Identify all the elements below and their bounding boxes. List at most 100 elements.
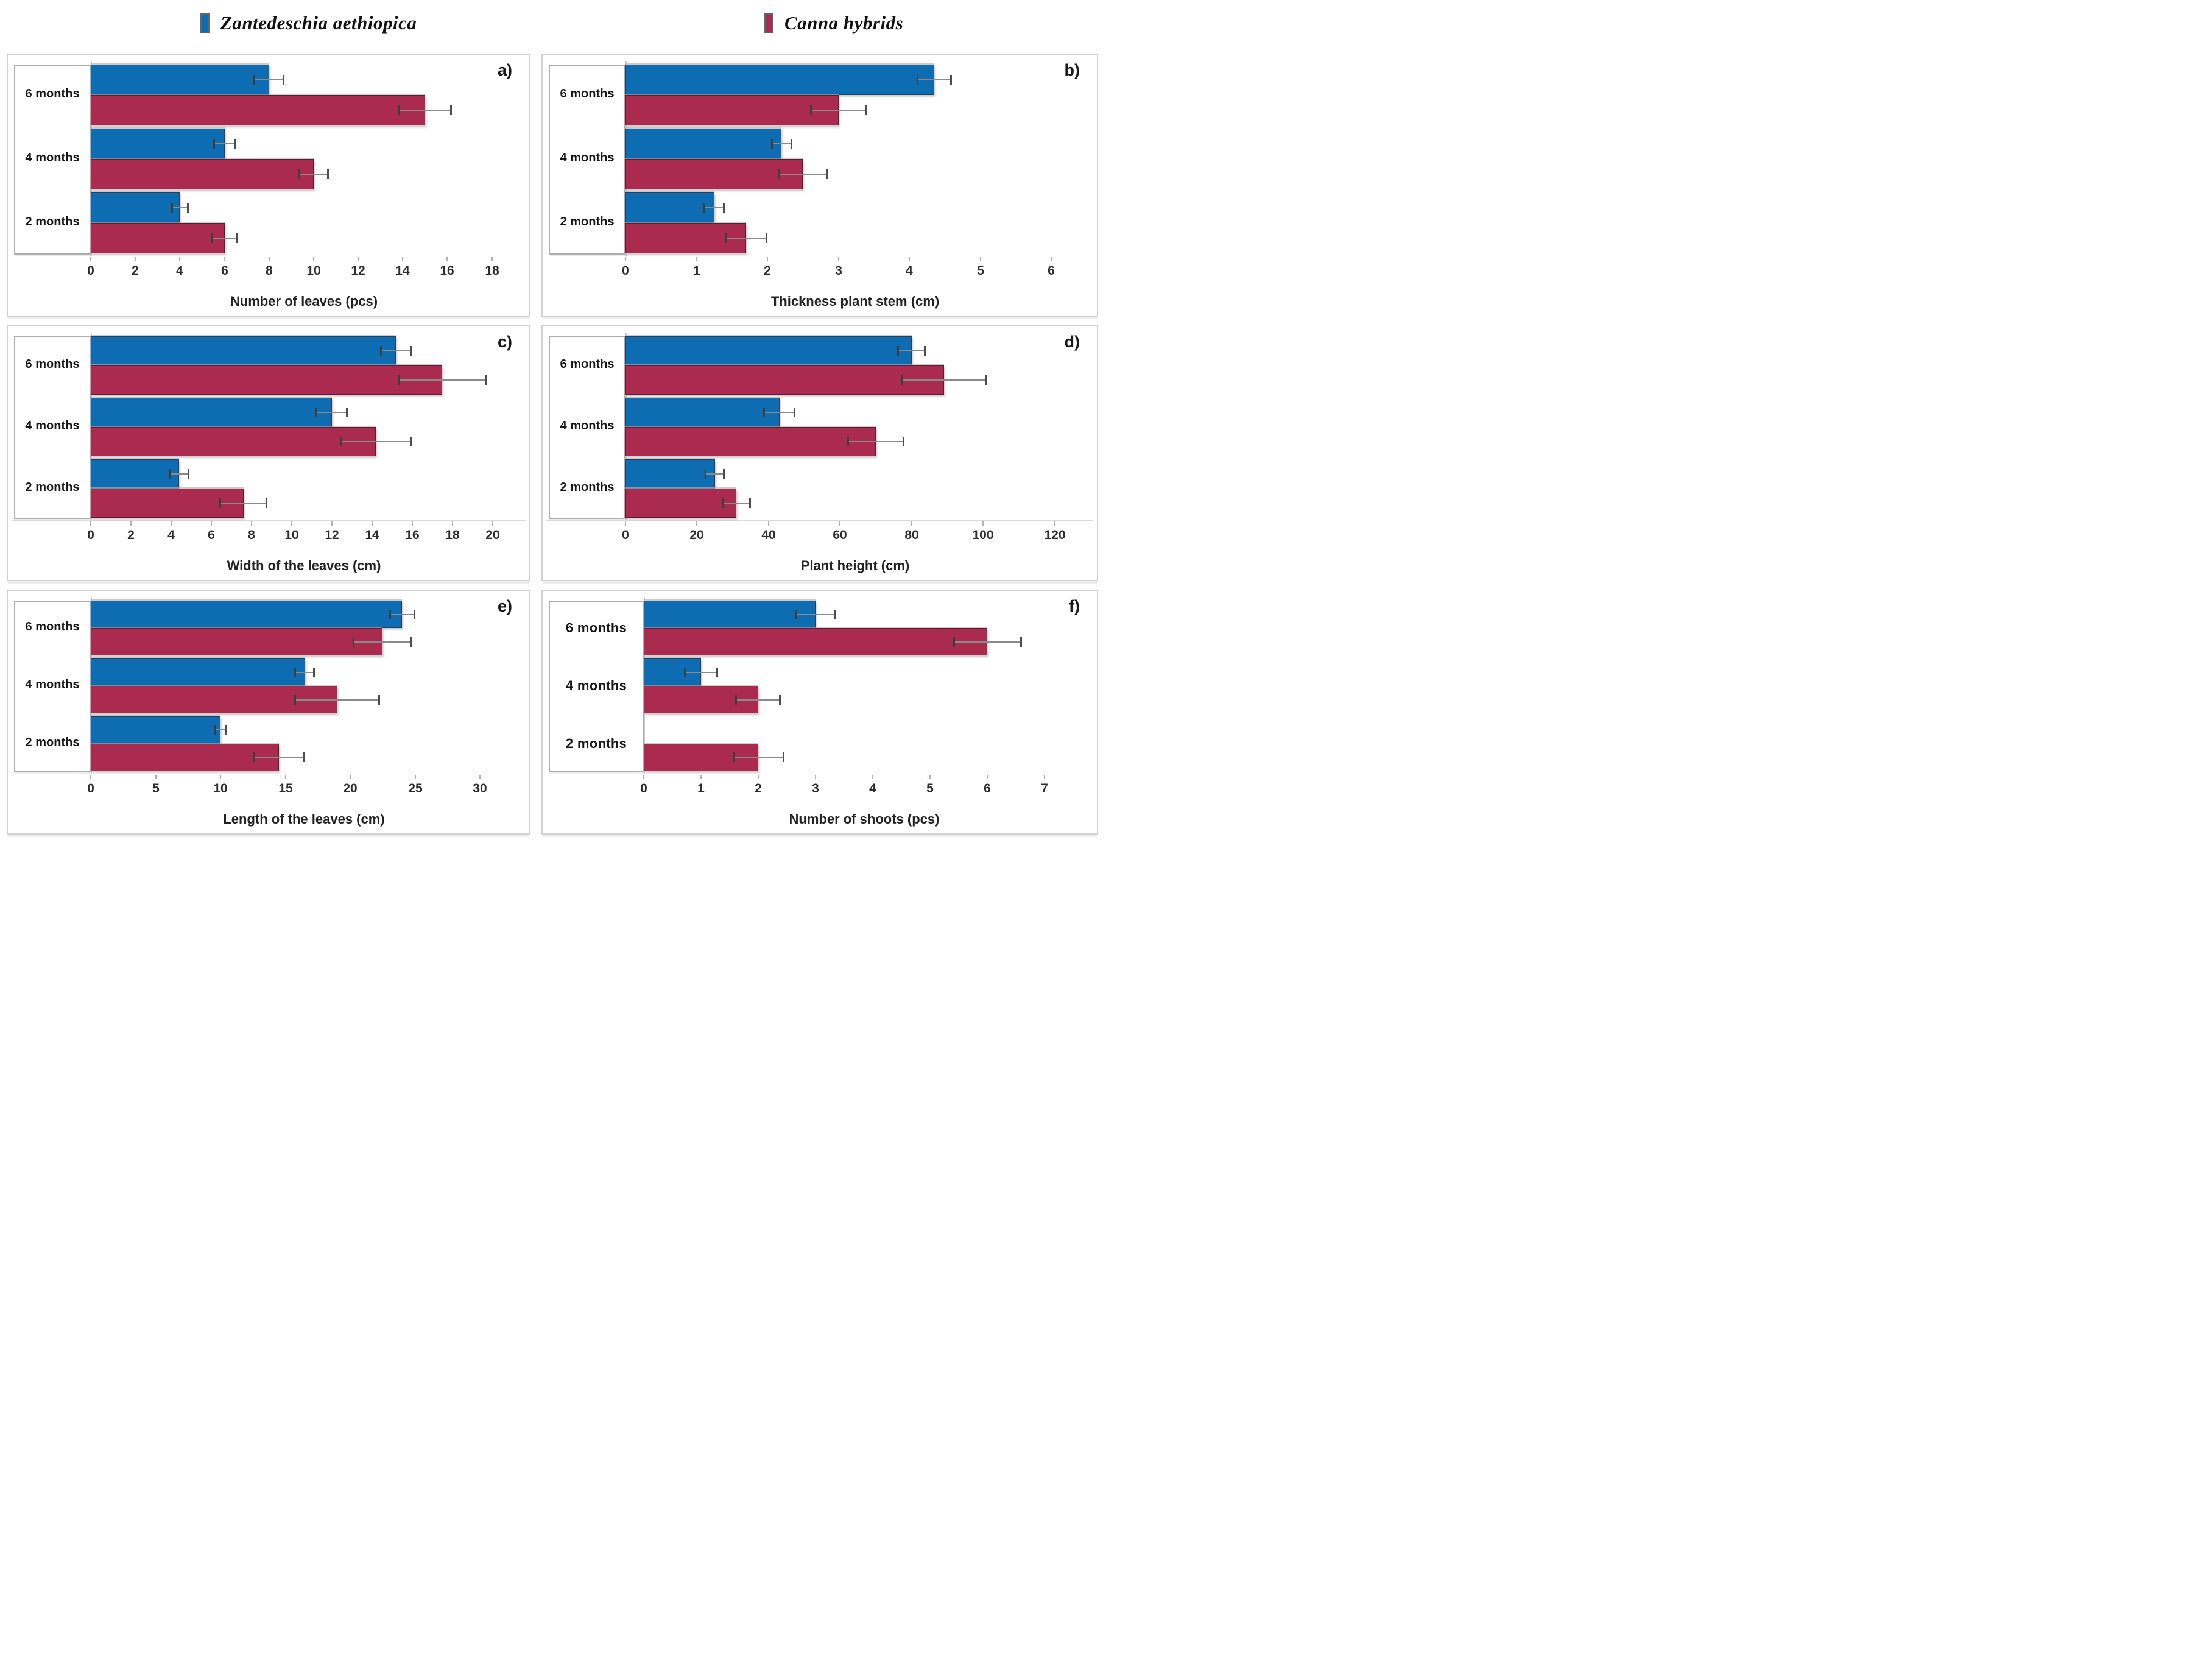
error-bar (847, 437, 904, 446)
chart-panel-d: d) 6 months 4 months 2 months 0 20 40 60 80 100 1… (541, 325, 1098, 581)
error-bar-cap-right (716, 668, 718, 677)
bar-zantedeschia (91, 129, 225, 159)
error-bar-cap-left (389, 610, 391, 619)
x-tick-mark (130, 521, 132, 526)
category-label: 6 months (25, 87, 80, 101)
bar-zantedeschia (91, 601, 402, 628)
legend-label-canna: Canna hybrids (784, 12, 904, 34)
x-tick-mark (90, 775, 91, 779)
plot-area: 6 months 4 months 2 months 0 2 4 6 8 10 12 14 16 18 (8, 55, 529, 316)
x-tick-mark (767, 257, 768, 261)
x-tick-label: 5 (926, 782, 934, 796)
error-bar-cap-right (766, 233, 767, 243)
x-tick-mark (839, 521, 840, 526)
x-tick-label: 7 (1041, 782, 1048, 796)
error-bar-cap-left (705, 469, 706, 479)
error-bar (294, 695, 380, 705)
x-tick-label: 25 (408, 782, 423, 796)
x-tick-mark (350, 775, 351, 779)
error-bar-cap-left (733, 752, 735, 762)
category-label-box (14, 65, 91, 255)
error-bar-cap-right (826, 169, 828, 179)
x-tick-mark (179, 257, 180, 261)
legend: Zantedeschia aethiopica Canna hybrids (7, 2, 1098, 54)
x-tick-mark (452, 521, 453, 526)
error-bar-cap-left (847, 437, 849, 446)
x-tick-mark (313, 257, 314, 261)
category-label-box (549, 601, 644, 772)
error-bar-cap-left (917, 75, 918, 85)
x-tick-label: 0 (87, 528, 94, 542)
x-tick-label: 3 (835, 264, 842, 278)
x-axis-title: Width of the leaves (cm) (227, 558, 381, 573)
error-bar-cap-left (253, 75, 255, 85)
error-bar-cap-right (1020, 637, 1022, 647)
x-tick-mark (911, 521, 912, 526)
bar-canna (625, 365, 944, 395)
x-tick-mark (696, 257, 697, 261)
error-bar (771, 139, 792, 149)
error-bar-cap-right (783, 752, 784, 762)
category-label: 4 months (25, 678, 80, 691)
x-tick-mark (90, 257, 91, 261)
x-tick-label: 4 (176, 264, 183, 278)
x-tick-label: 30 (473, 782, 487, 796)
bar-canna (625, 159, 803, 189)
category-label: 2 months (565, 736, 627, 751)
error-bar (315, 408, 348, 417)
error-bar-line (294, 699, 380, 701)
x-tick-label: 40 (761, 528, 776, 542)
error-bar-cap-right (410, 637, 412, 647)
panel-letter: d) (1064, 333, 1080, 351)
x-tick-mark (372, 521, 373, 526)
error-bar-cap-left (735, 695, 737, 705)
error-bar-cap-right (346, 408, 348, 417)
error-bar-cap-right (266, 498, 267, 508)
x-tick-label: 2 (755, 782, 762, 796)
x-tick-mark (155, 775, 157, 779)
x-tick-mark (643, 775, 644, 779)
error-bar-cap-left (380, 346, 382, 356)
error-bar (917, 75, 952, 85)
error-bar-line (171, 207, 189, 208)
error-bar (298, 169, 329, 179)
category-label: 4 months (560, 419, 615, 432)
error-bar-cap-right (283, 75, 284, 85)
x-tick-label: 0 (622, 528, 629, 542)
bar-zantedeschia (625, 192, 714, 223)
x-tick-mark (815, 775, 816, 779)
error-bar-cap-left (253, 752, 255, 762)
x-tick-label: 18 (485, 264, 499, 278)
error-bar (380, 346, 412, 356)
bar-zantedeschia (91, 658, 305, 686)
x-tick-label: 5 (977, 264, 984, 278)
x-tick-mark (491, 257, 493, 261)
x-tick-mark (211, 521, 212, 526)
bar-zantedeschia (91, 336, 396, 365)
error-bar-cap-right (236, 233, 238, 243)
error-bar-line (211, 238, 238, 239)
category-label: 6 months (560, 358, 615, 371)
error-bar (253, 752, 305, 762)
bar-zantedeschia (625, 459, 715, 489)
x-tick-mark (872, 775, 873, 779)
x-tick-mark (224, 257, 225, 261)
bar-zantedeschia (644, 601, 816, 628)
bar-zantedeschia (91, 398, 332, 427)
error-bar (171, 203, 189, 213)
error-bar-cap-right (188, 469, 189, 479)
x-tick-mark (446, 257, 448, 261)
category-label: 6 months (25, 620, 80, 634)
x-tick-label: 18 (445, 528, 460, 542)
bar-canna (91, 427, 376, 456)
x-tick-label: 10 (213, 782, 228, 796)
error-bar-line (795, 614, 836, 615)
category-label-box (549, 336, 625, 519)
error-bar (810, 105, 867, 115)
x-tick-label: 1 (693, 264, 700, 278)
error-bar-cap-left (810, 105, 812, 115)
bar-canna (625, 427, 876, 456)
category-label-box (549, 65, 625, 255)
x-tick-mark (220, 775, 221, 779)
category-label: 4 months (565, 678, 627, 693)
